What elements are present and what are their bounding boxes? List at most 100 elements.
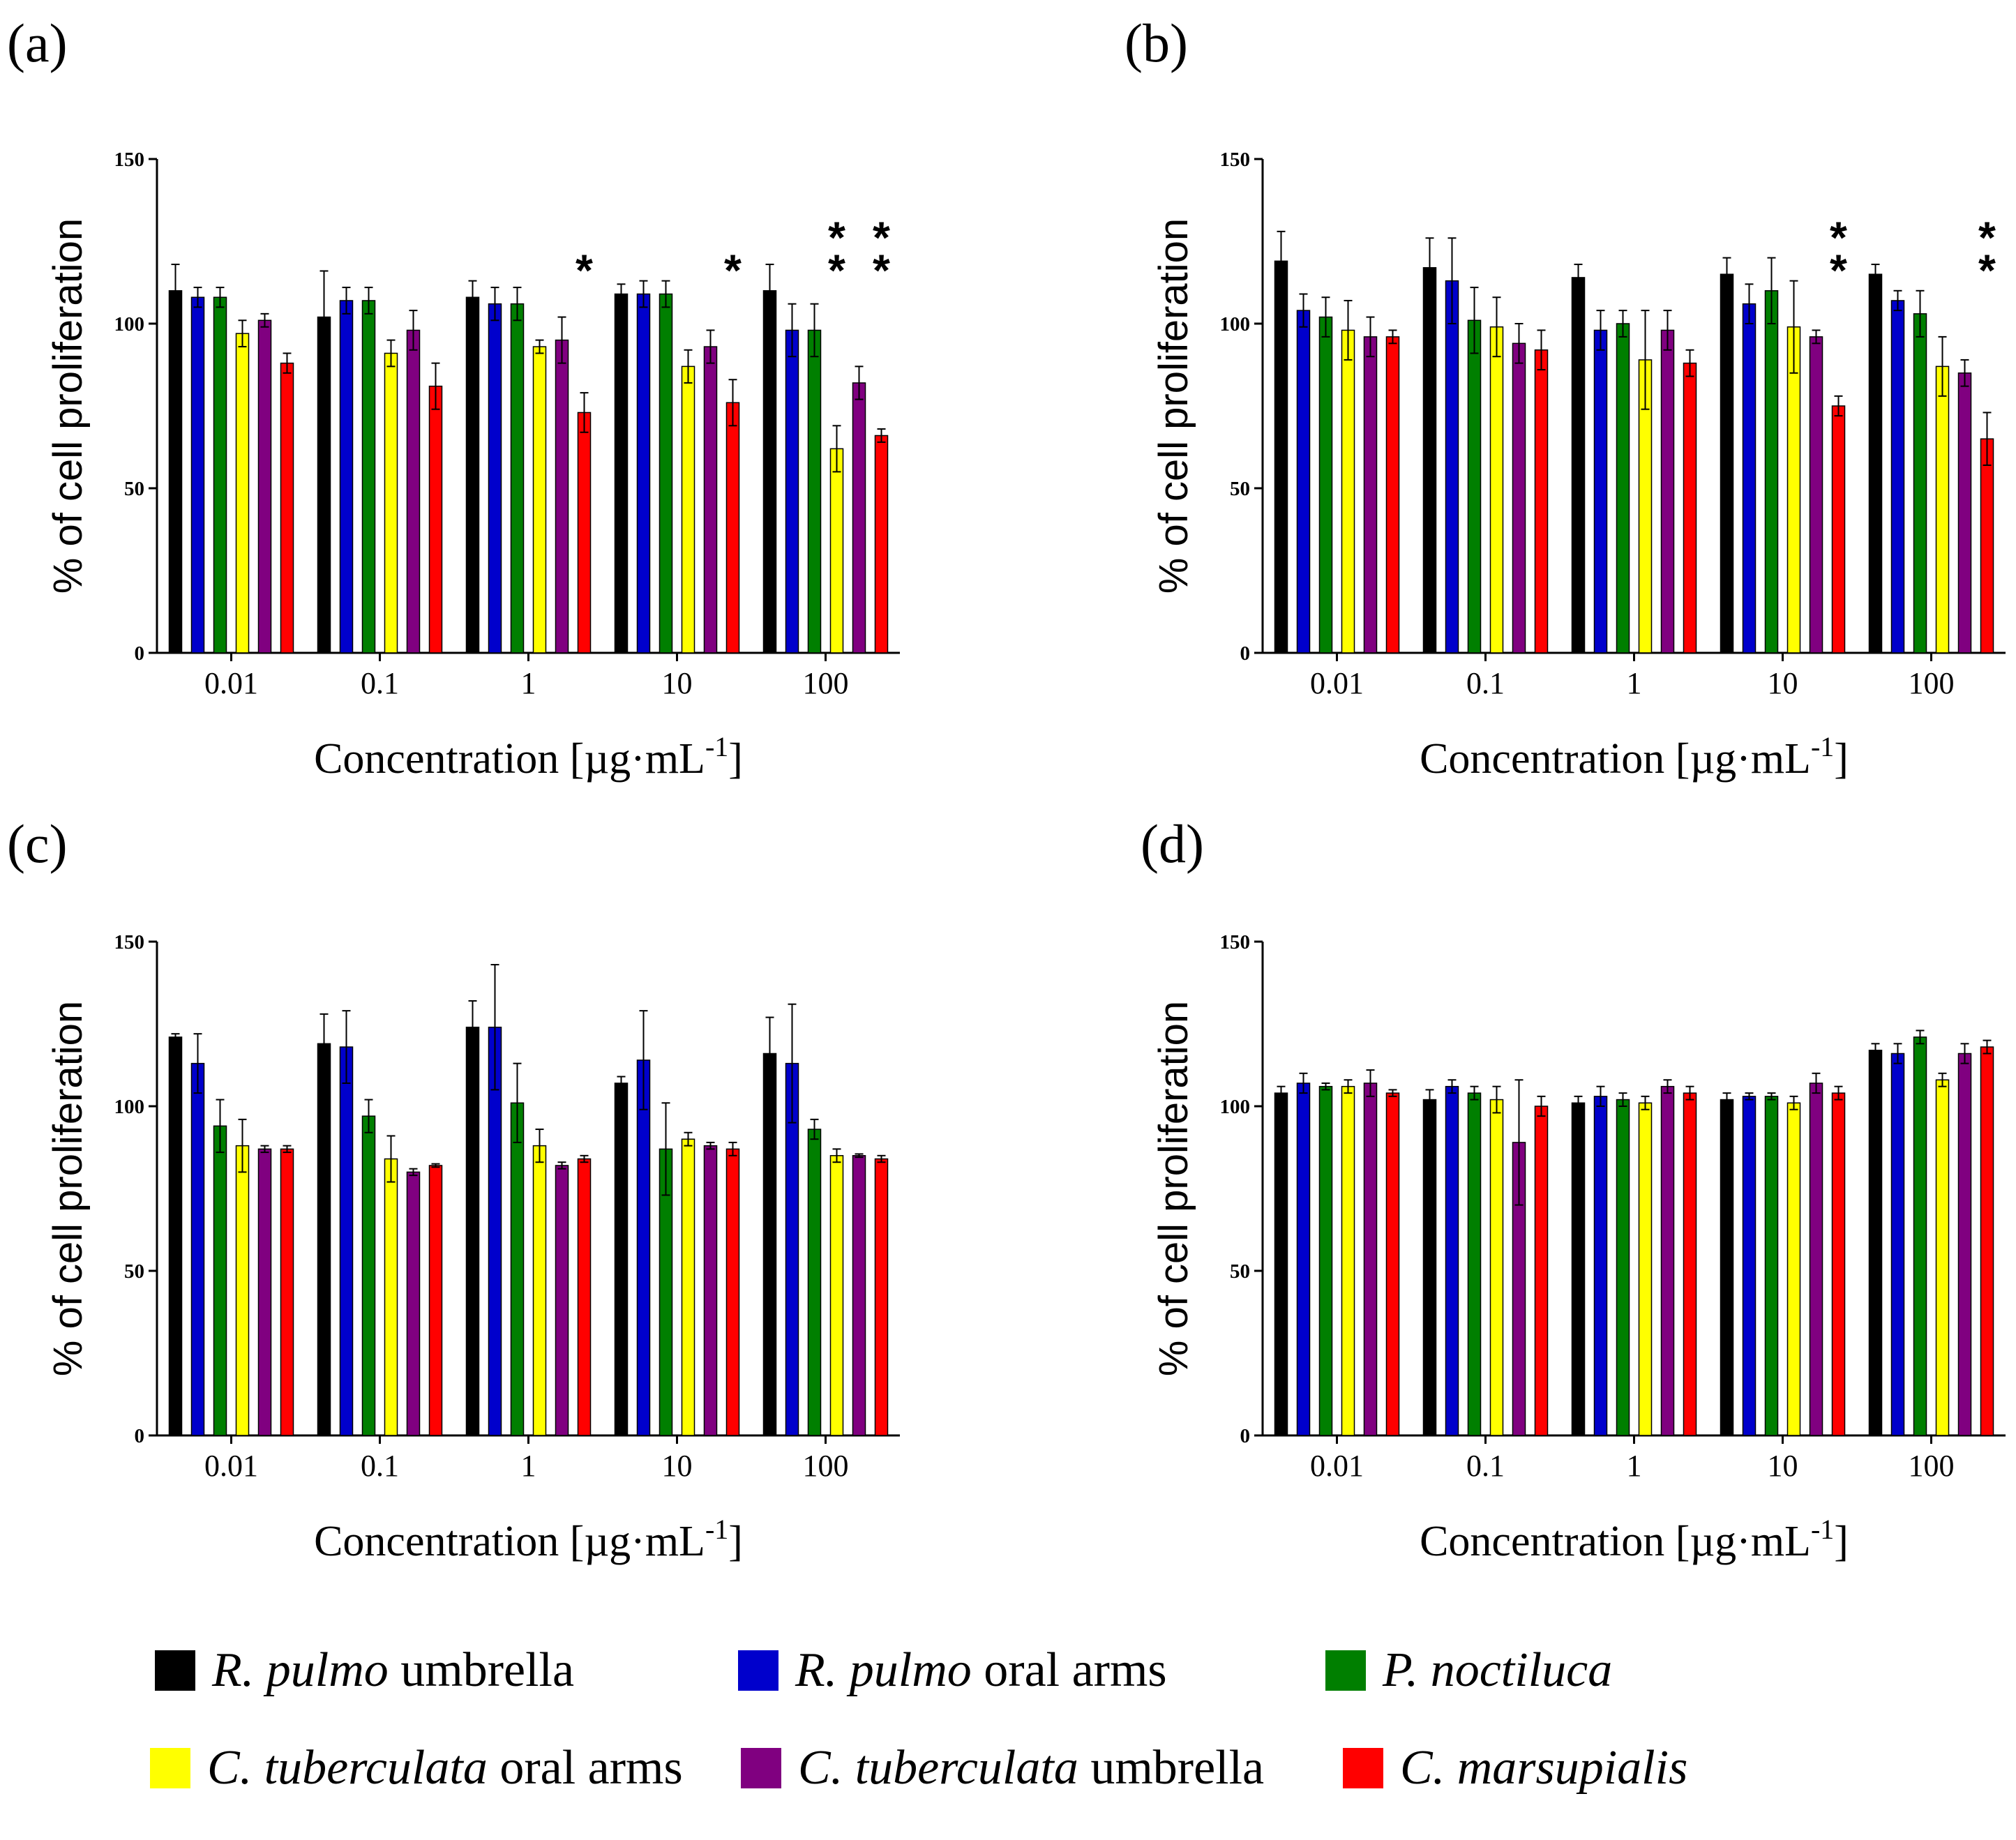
- bar: [1512, 342, 1526, 654]
- bar: [1764, 290, 1779, 654]
- y-tick-label: 100: [1220, 313, 1251, 335]
- bar: [190, 296, 205, 654]
- bar: [406, 329, 421, 654]
- bar: [1534, 1106, 1549, 1436]
- y-tick-label: 0: [135, 1425, 145, 1447]
- bar: [852, 382, 866, 654]
- bar: [1422, 267, 1437, 654]
- bar: [1935, 1079, 1950, 1436]
- bar: [532, 1145, 547, 1436]
- legend-label: R. pulmo umbrella: [212, 1643, 574, 1698]
- bar: [1445, 1085, 1459, 1436]
- legend-swatch: [1343, 1748, 1383, 1788]
- bar: [1683, 362, 1697, 654]
- y-tick-label: 0: [1240, 642, 1251, 665]
- bar: [1445, 280, 1459, 654]
- bar: [1809, 1083, 1823, 1436]
- bar: [1616, 1099, 1630, 1436]
- significance-mark: *: [828, 245, 845, 295]
- bar: [257, 1148, 272, 1436]
- bar: [1385, 1092, 1400, 1436]
- chart-panel-2: (b) 0 50 100 150 % of cell proliferation Conce…: [1124, 13, 2006, 783]
- x-tick-label: 10: [662, 1449, 693, 1483]
- significance-mark: *: [1830, 245, 1847, 295]
- y-tick-label: 100: [1220, 1096, 1251, 1118]
- bar: [1489, 1099, 1504, 1436]
- bar: [1363, 336, 1378, 654]
- bar: [1980, 1046, 1994, 1436]
- bar: [1422, 1099, 1437, 1436]
- bar: [807, 329, 822, 654]
- panel-letter: (b): [1124, 13, 1188, 73]
- significance-mark: *: [724, 245, 742, 295]
- y-tick-label: 150: [114, 931, 145, 953]
- bar: [1489, 326, 1504, 654]
- legend-label: C. tuberculata umbrella: [798, 1740, 1264, 1796]
- legend-swatch: [741, 1748, 781, 1788]
- panel-letter: (d): [1141, 813, 1204, 874]
- bar: [1534, 349, 1549, 654]
- legend-item: R. pulmo umbrella: [155, 1632, 574, 1709]
- bar: [874, 435, 889, 654]
- significance-mark: *: [1830, 212, 1847, 262]
- legend-species: C. tuberculata: [207, 1741, 488, 1795]
- legend: R. pulmo umbrella R. pulmo oral arms P. no…: [0, 1632, 2016, 1813]
- x-tick-label: 1: [521, 666, 536, 700]
- bar: [532, 346, 547, 654]
- y-axis-label: % of cell proliferation: [45, 1001, 91, 1376]
- bar: [1341, 1085, 1355, 1436]
- bar: [1660, 1085, 1675, 1436]
- x-tick-label: 100: [1909, 1449, 1955, 1483]
- bar: [1980, 438, 1994, 654]
- x-tick-label: 100: [803, 666, 849, 700]
- bar: [1318, 316, 1333, 654]
- bar: [1363, 1083, 1378, 1436]
- legend-swatch: [150, 1748, 190, 1788]
- x-tick-label: 0.01: [204, 1449, 258, 1483]
- bar: [1318, 1085, 1333, 1436]
- bar: [1868, 1050, 1883, 1436]
- bar: [1786, 1102, 1801, 1436]
- bar: [681, 365, 695, 654]
- bar: [807, 1129, 822, 1436]
- bar: [1913, 313, 1927, 654]
- legend-species: R. pulmo: [795, 1643, 972, 1697]
- bar: [1831, 1092, 1846, 1436]
- significance-mark: *: [576, 245, 593, 295]
- bar: [510, 303, 525, 654]
- bar: [555, 1165, 569, 1436]
- significance-mark: *: [1978, 212, 1996, 262]
- legend-swatch: [738, 1650, 778, 1691]
- significance-mark: *: [873, 245, 890, 295]
- x-tick-label: 0.1: [361, 666, 399, 700]
- x-axis-label: Concentration [µg·mL-1]: [314, 731, 743, 783]
- y-tick-label: 100: [114, 1096, 145, 1118]
- bar: [339, 300, 354, 654]
- x-tick-label: 10: [1768, 666, 1798, 700]
- bar: [406, 1171, 421, 1436]
- bar: [1296, 310, 1311, 654]
- bar: [317, 316, 331, 654]
- bar: [1683, 1092, 1697, 1436]
- bar: [614, 293, 629, 654]
- legend-swatch: [155, 1650, 195, 1691]
- bar: [213, 296, 227, 654]
- significance-mark: *: [828, 212, 845, 262]
- legend-label: C. marsupialis: [1400, 1740, 1687, 1796]
- bar: [168, 290, 183, 654]
- bar: [1957, 372, 1972, 654]
- bar: [1809, 336, 1823, 654]
- bar: [1868, 273, 1883, 654]
- bar: [874, 1158, 889, 1436]
- bar: [1890, 1053, 1905, 1436]
- bar: [1616, 323, 1630, 654]
- bar: [614, 1083, 629, 1436]
- legend-label: C. tuberculata oral arms: [207, 1740, 683, 1796]
- chart-panel-4: (d) 0 50 100 150 % of cell proliferation Conce…: [1141, 813, 2006, 1565]
- bar: [762, 290, 777, 654]
- bar: [1296, 1083, 1311, 1436]
- legend-item: R. pulmo oral arms: [738, 1632, 1167, 1709]
- bar: [1385, 336, 1400, 654]
- legend-item: C. tuberculata oral arms: [150, 1730, 683, 1807]
- bar: [428, 385, 443, 654]
